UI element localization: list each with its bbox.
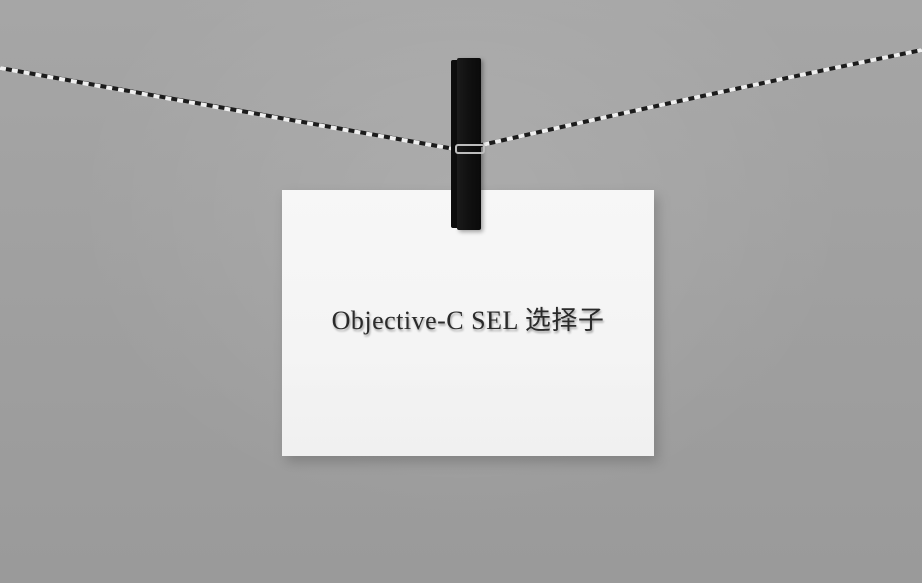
card-title: Objective-C SEL 选择子 [331,306,605,335]
hanging-card: Objective-C SEL 选择子 [282,190,654,456]
clothespin-icon [451,58,485,230]
clothespin-spring [455,144,485,154]
